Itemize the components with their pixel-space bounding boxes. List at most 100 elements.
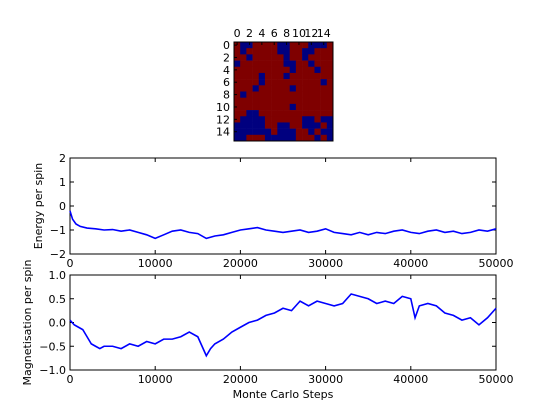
lattice-cell — [252, 66, 260, 74]
lattice-cell — [308, 85, 315, 92]
lattice-cell — [277, 79, 284, 86]
lattice-cell — [234, 122, 241, 129]
lattice-cell — [258, 97, 266, 105]
magnetisation-series-line — [69, 293, 497, 358]
lattice-cell — [326, 134, 334, 142]
y-tick-label: 0 — [59, 200, 66, 213]
lattice-cell — [326, 91, 334, 98]
lattice-cell — [258, 72, 266, 80]
lattice-cell — [258, 60, 266, 68]
lattice-cell — [271, 72, 278, 80]
lattice-cell — [308, 91, 315, 98]
lattice-cell — [314, 128, 321, 136]
lattice-cell — [234, 48, 241, 55]
lattice-cell — [258, 128, 266, 136]
lattice-cell — [283, 91, 290, 98]
lattice-cell — [271, 134, 278, 142]
lattice-cell — [271, 79, 278, 86]
lattice-cell — [314, 66, 321, 74]
lattice-cell — [320, 79, 328, 86]
lattice-cell — [264, 72, 272, 80]
x-tick-label: 0 — [67, 257, 74, 270]
lattice-cell — [283, 54, 290, 61]
lattice-cell — [320, 134, 328, 142]
lattice-cell — [277, 134, 284, 142]
lattice-cell — [277, 103, 284, 111]
lattice-cell — [302, 128, 309, 136]
lattice-cell — [302, 97, 309, 105]
lattice-cell — [264, 48, 272, 55]
lattice-cell — [295, 60, 303, 68]
magnetisation-y-ticks: −1.0 −0.5 0.0 0.5 1.0 — [39, 269, 496, 377]
lattice-y-tick-label: 8 — [223, 89, 230, 102]
lattice-cell — [320, 128, 328, 136]
lattice-cell — [302, 110, 309, 117]
lattice-cell — [252, 91, 260, 98]
lattice-cell — [320, 54, 328, 61]
lattice-cell — [289, 48, 297, 55]
lattice-cell — [240, 97, 247, 105]
lattice-x-tick-label: 14 — [317, 27, 331, 40]
lattice-cell — [277, 42, 284, 49]
lattice-cell — [302, 48, 309, 55]
lattice-cell — [283, 134, 290, 142]
lattice-cell — [295, 54, 303, 61]
lattice-cell — [320, 103, 328, 111]
lattice-cell — [271, 128, 278, 136]
lattice-cell — [295, 42, 303, 49]
lattice-cell — [264, 60, 272, 68]
y-tick-label: 0.0 — [49, 317, 67, 330]
lattice-cell — [289, 97, 297, 105]
lattice-cell — [289, 42, 297, 49]
lattice-cell — [246, 122, 253, 129]
y-tick-label: 1.0 — [49, 269, 67, 282]
lattice-cell — [234, 79, 241, 86]
lattice-cell — [234, 72, 241, 80]
y-tick-label: −1.0 — [39, 364, 66, 377]
lattice-cell — [258, 66, 266, 74]
lattice-y-tick-label: 2 — [223, 51, 230, 64]
lattice-cell — [314, 85, 321, 92]
lattice-cell — [314, 42, 321, 49]
lattice-cell — [271, 103, 278, 111]
lattice-cell — [264, 122, 272, 129]
lattice-frame — [233, 41, 334, 142]
lattice-cell — [326, 110, 334, 117]
lattice-cell — [264, 54, 272, 61]
lattice-cell — [258, 134, 266, 142]
lattice-cell — [283, 103, 290, 111]
lattice-cell — [295, 85, 303, 92]
lattice-cell — [308, 79, 315, 86]
lattice-cell — [314, 54, 321, 61]
lattice-cell — [295, 79, 303, 86]
lattice-cell — [258, 110, 266, 117]
lattice-cell — [234, 42, 241, 49]
lattice-cell — [246, 42, 253, 49]
magnetisation-x-axis-label: Monte Carlo Steps — [233, 388, 334, 401]
lattice-cell — [271, 42, 278, 49]
lattice-cell — [302, 134, 309, 142]
lattice-cell — [271, 91, 278, 98]
lattice-cell — [277, 72, 284, 80]
lattice-cell — [326, 48, 334, 55]
y-tick-label: −0.5 — [39, 340, 66, 353]
lattice-cell — [326, 42, 334, 49]
lattice-cell — [326, 103, 334, 111]
lattice-cell — [283, 128, 290, 136]
lattice-cell — [289, 110, 297, 117]
lattice-cell — [234, 134, 241, 142]
lattice-cell — [264, 85, 272, 92]
lattice-cell — [252, 48, 260, 55]
lattice-cell — [302, 72, 309, 80]
lattice-cell — [295, 122, 303, 129]
lattice-cell — [308, 97, 315, 105]
lattice-cell — [314, 103, 321, 111]
lattice-cell — [326, 72, 334, 80]
lattice-x-tick-label: 4 — [258, 27, 265, 40]
lattice-cell — [320, 42, 328, 49]
lattice-cell — [258, 91, 266, 98]
lattice-cell — [240, 48, 247, 55]
lattice-cell — [320, 91, 328, 98]
lattice-cell — [314, 116, 321, 123]
lattice-cell — [271, 97, 278, 105]
